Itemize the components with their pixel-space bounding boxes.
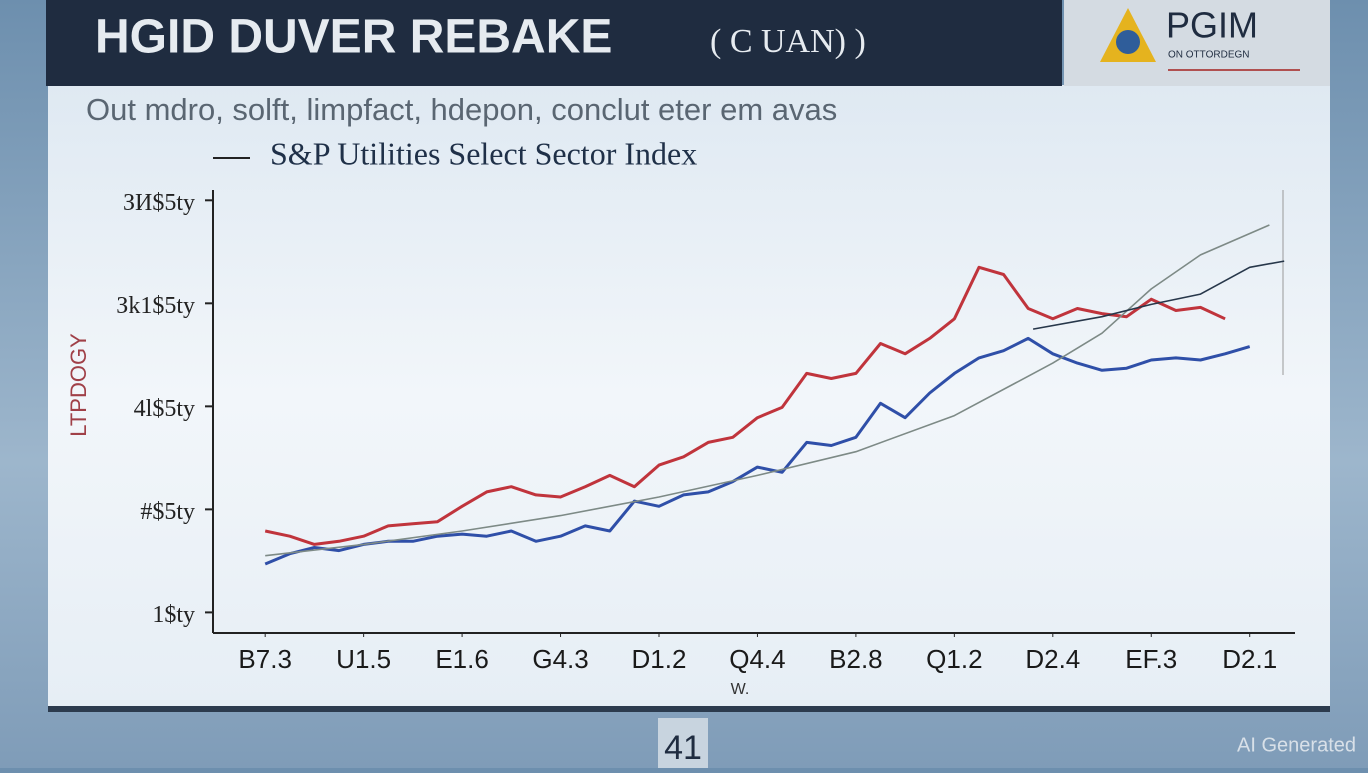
y-tick-label: Зk1$5ty <box>116 293 195 319</box>
x-tick-label: Q1.2 <box>926 644 982 674</box>
plot: ЗИ$5ty Зk1$5ty 4l$5ty #$5ty 1$ty B7.3 U1.5 E1.6… <box>116 190 1295 674</box>
y-tick-label: 4l$5ty <box>134 396 195 422</box>
x-tick-label: D2.1 <box>1222 644 1277 674</box>
x-tick-label: U1.5 <box>336 644 391 674</box>
x-tick-label: Q4.4 <box>729 644 785 674</box>
page-number: 41 <box>664 729 702 767</box>
header-title: HGID DUVER REBAKE <box>95 11 612 64</box>
page-number-box <box>658 718 708 768</box>
header-bar <box>46 0 1062 86</box>
panel-edge <box>48 706 1330 712</box>
x-tick-label: B7.3 <box>238 644 292 674</box>
y-tick-label: #$5ty <box>140 499 195 525</box>
logo-box <box>1064 0 1330 86</box>
x-tick-label: D1.2 <box>632 644 687 674</box>
logo-icon-inner <box>1116 30 1140 54</box>
y-tick-label: 1$ty <box>152 602 195 628</box>
x-axis-label: W. <box>731 681 750 698</box>
series-line <box>265 224 1270 557</box>
slide-panel <box>48 85 1330 710</box>
subtitle: Out mdro, solft, limpfact, hdepon, concl… <box>86 92 837 127</box>
series-line <box>264 265 1226 546</box>
y-tick-label: ЗИ$5ty <box>123 190 195 216</box>
series-line <box>1032 260 1285 330</box>
logo-tagline: ON OTTORDEGN <box>1168 50 1249 61</box>
watermark: AI Generated <box>1237 734 1356 756</box>
logo-name: PGIM <box>1166 5 1258 46</box>
x-tick-label: EF.3 <box>1125 644 1177 674</box>
x-tick-label: D2.4 <box>1025 644 1080 674</box>
y-axis-label: LTPDOGY <box>66 333 91 437</box>
series-line <box>264 336 1251 566</box>
x-tick-label: E1.6 <box>435 644 489 674</box>
chart-title: S&P Utilities Select Sector Index <box>270 135 697 171</box>
x-tick-label: G4.3 <box>532 644 588 674</box>
x-tick-label: B2.8 <box>829 644 883 674</box>
header-paren: ( C UAN) ) <box>710 23 866 60</box>
